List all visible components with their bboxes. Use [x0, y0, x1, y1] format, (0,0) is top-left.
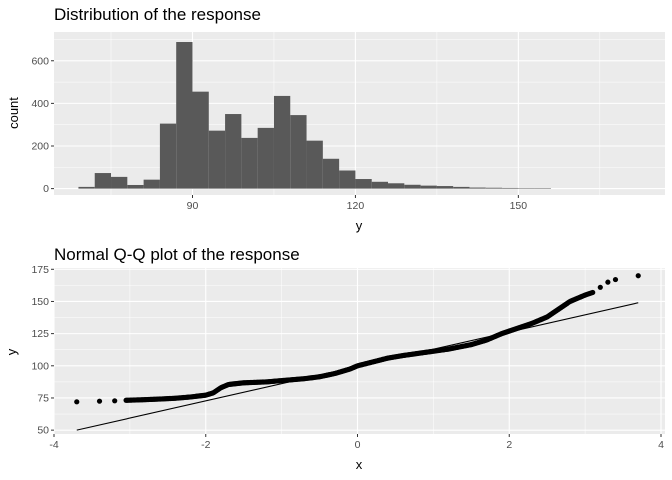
qq-x-tick-label: 0 [355, 439, 361, 451]
histogram-bar [176, 42, 193, 189]
histogram-chart: Distribution of the response 0200400600 … [6, 5, 665, 233]
histogram-y-tick-label: 600 [31, 55, 49, 67]
histogram-y-tick-label: 400 [31, 98, 49, 110]
histogram-x-tick-label: 150 [510, 200, 528, 212]
histogram-panel [54, 32, 665, 195]
histogram-bar [192, 91, 209, 189]
histogram-bar [436, 186, 454, 189]
qq-y-tick-label: 100 [31, 360, 49, 372]
histogram-bar [453, 186, 470, 189]
histogram-bar [225, 114, 242, 189]
qq-chart: Normal Q-Q plot of the response 50 75 100 1… [4, 245, 665, 472]
histogram-bar [518, 188, 535, 189]
histogram-bar [469, 187, 486, 189]
qq-point [597, 284, 603, 290]
qq-point [96, 398, 103, 404]
histogram-bar [404, 184, 421, 189]
qq-point [635, 273, 641, 279]
histogram-bar [306, 140, 323, 189]
histogram-bar [290, 115, 307, 189]
histogram-bar [257, 127, 274, 189]
qq-y-tick-label: 175 [31, 264, 49, 276]
histogram-y-ticks: 0 200 400 600 [31, 55, 54, 195]
histogram-bar [127, 184, 144, 189]
histogram-bar [273, 95, 291, 189]
histogram-bar [78, 186, 95, 189]
histogram-bar [322, 158, 340, 189]
histogram-x-tick-label: 90 [187, 200, 199, 212]
qq-x-tick-label: 4 [658, 439, 664, 451]
qq-y-tick-label: 150 [31, 296, 49, 308]
qq-y-ticks: 50 75 100 125 150 175 [31, 264, 54, 437]
qq-panel [54, 268, 665, 434]
histogram-bar [502, 187, 519, 189]
qq-point [605, 279, 611, 285]
histogram-bars [78, 42, 551, 189]
histogram-x-label: y [356, 218, 363, 233]
qq-x-tick-label: 2 [506, 439, 512, 451]
qq-point [112, 398, 118, 404]
histogram-bar [339, 170, 356, 189]
qq-title: Normal Q-Q plot of the response [54, 245, 300, 264]
qq-point [612, 276, 619, 283]
histogram-bar [485, 187, 503, 189]
histogram-bar [111, 176, 128, 189]
histogram-bar [371, 181, 389, 189]
qq-y-tick-label: 50 [37, 425, 49, 437]
qq-x-label: x [356, 457, 363, 472]
qq-y-tick-label: 125 [31, 328, 49, 340]
qq-x-ticks: -4 -2 0 2 4 [49, 434, 664, 451]
histogram-bar [355, 179, 372, 189]
qq-point [590, 289, 596, 296]
histogram-bar [388, 183, 405, 189]
qq-points [74, 273, 641, 405]
histogram-bar [420, 185, 437, 189]
qq-y-tick-label: 75 [37, 392, 49, 404]
qq-x-tick-label: -4 [49, 439, 58, 451]
histogram-bar [94, 173, 112, 189]
histogram-bar [159, 123, 177, 189]
histogram-y-tick-label: 200 [31, 140, 49, 152]
histogram-x-tick-label: 120 [347, 200, 365, 212]
histogram-y-tick-label: 0 [43, 183, 49, 195]
histogram-y-label: count [6, 97, 21, 129]
histogram-bar [143, 179, 160, 189]
qq-point [74, 399, 80, 405]
histogram-title: Distribution of the response [54, 5, 261, 24]
histogram-x-ticks: 90 120 150 [187, 195, 528, 212]
qq-x-tick-label: -2 [201, 439, 210, 451]
histogram-bar [534, 188, 551, 189]
histogram-bar [241, 137, 258, 189]
histogram-bar [208, 130, 226, 189]
qq-y-label: y [4, 348, 19, 355]
